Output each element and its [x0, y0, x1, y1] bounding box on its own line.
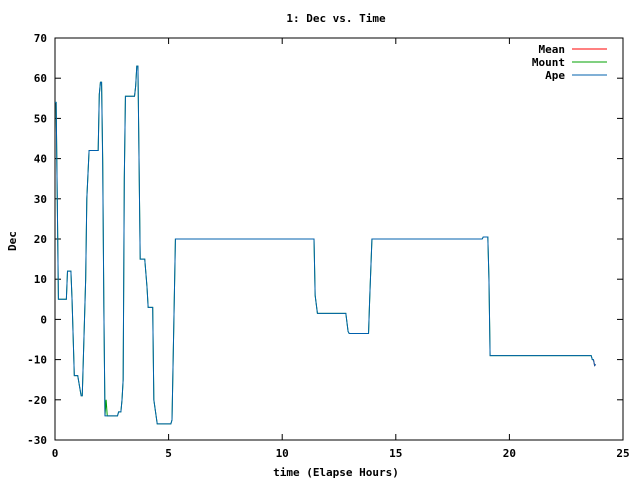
y-tick-label: 40 [34, 153, 47, 166]
y-tick-label: -10 [27, 354, 47, 367]
y-tick-label: 30 [34, 193, 47, 206]
chart-title: 1: Dec vs. Time [286, 12, 386, 25]
legend-label-ape: Ape [545, 69, 565, 82]
x-tick-label: 10 [276, 447, 289, 460]
x-tick-label: 15 [389, 447, 402, 460]
y-tick-label: 50 [34, 112, 47, 125]
y-tick-label: -30 [27, 434, 47, 447]
y-tick-label: -20 [27, 394, 47, 407]
x-tick-label: 0 [52, 447, 59, 460]
y-axis-label: Dec [6, 231, 19, 251]
y-tick-label: 0 [40, 313, 47, 326]
x-tick-label: 5 [165, 447, 172, 460]
y-tick-label: 20 [34, 233, 47, 246]
y-axis: -30 -20 -10 0 10 20 30 40 50 60 70 [27, 32, 623, 447]
y-tick-label: 10 [34, 273, 47, 286]
legend-label-mean: Mean [539, 43, 566, 56]
series-layer [55, 65, 597, 425]
x-axis: 0 5 10 15 20 25 [52, 38, 630, 460]
y-tick-label: 70 [34, 32, 47, 45]
x-axis-label: time (Elapse Hours) [273, 466, 399, 479]
y-tick-label: 60 [34, 72, 47, 85]
x-tick-label: 25 [616, 447, 629, 460]
series-line-ape [55, 65, 597, 425]
x-tick-label: 20 [503, 447, 516, 460]
series-line-mount [55, 65, 594, 425]
legend-label-mount: Mount [532, 56, 565, 69]
